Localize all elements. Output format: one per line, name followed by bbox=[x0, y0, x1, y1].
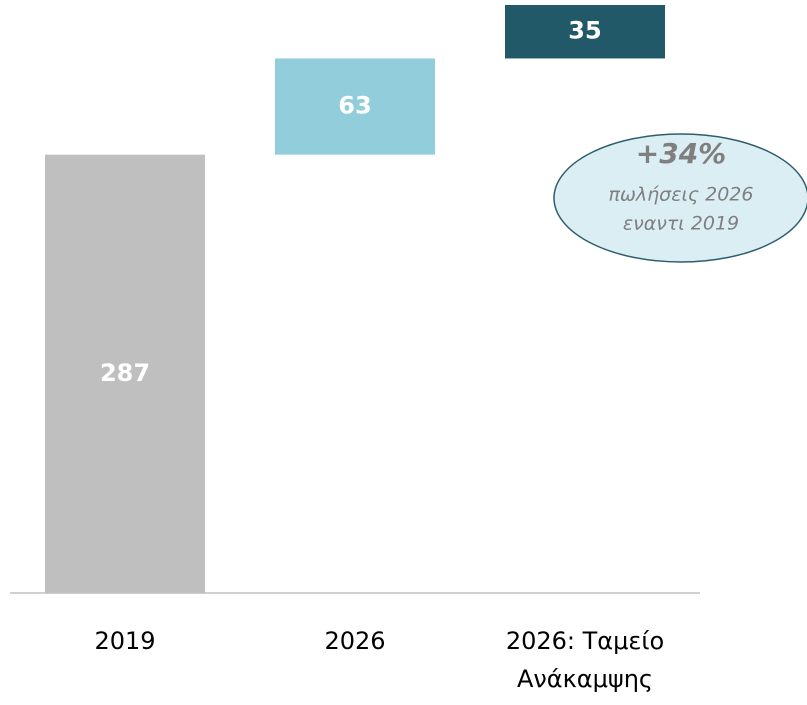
annotation-text: πωλήσεις 2026 bbox=[609, 184, 754, 206]
x-tick-label: 2019 bbox=[94, 627, 156, 655]
bar bbox=[275, 58, 435, 155]
annotation-title: +34% bbox=[636, 137, 726, 170]
annotation-text: εναντι 2019 bbox=[623, 213, 739, 235]
bar bbox=[505, 5, 665, 59]
data-label: 287 bbox=[100, 359, 150, 387]
bar bbox=[45, 154, 205, 593]
x-tick-label: 2026: Ταμείο Ανάκαμψης bbox=[505, 627, 665, 693]
data-label: 35 bbox=[568, 17, 601, 45]
data-label: 63 bbox=[338, 92, 371, 120]
x-tick-label: 2026 bbox=[324, 627, 386, 655]
annotation-bubble bbox=[553, 133, 807, 263]
